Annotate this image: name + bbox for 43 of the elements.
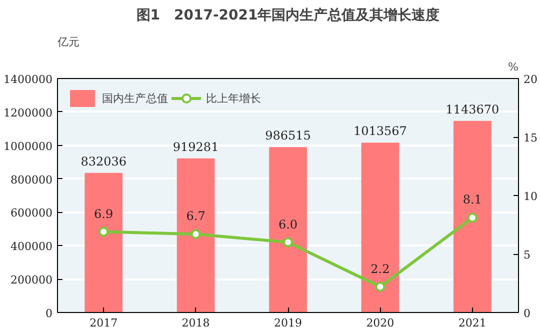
y-tick-label: 200000 [10,274,53,287]
data-label: 919281 [172,140,219,154]
data-label: 6.0 [278,217,298,232]
x-tick-label: 2018 [182,316,210,329]
y2-tick-label: 0 [524,307,530,320]
y-tick-label: 1000000 [4,140,53,153]
y2-tick-label: 10 [524,190,538,203]
legend-label: 比上年增长 [206,90,261,106]
data-label: 2.2 [370,262,390,276]
data-label: 6.7 [186,209,206,224]
y-tick-label: 1200000 [4,106,53,120]
chart-title: 图1 2017-2021年国内生产总值及其增长速度 [136,6,440,24]
bar [269,147,307,312]
point [375,282,386,292]
point [467,212,478,223]
point [283,237,293,248]
y2-tick-label: 5 [524,248,530,262]
x-tick-label: 2020 [366,316,394,329]
y-tick-label: 600000 [10,206,53,220]
x-tick-label: 2021 [458,316,486,329]
x-tick-label: 2017 [90,316,118,329]
legend-label: 国内生产总值 [102,90,168,106]
point [190,229,201,240]
bar [176,158,215,312]
y-tick-label: 400000 [10,240,53,254]
bar [453,120,492,312]
data-label: 1013567 [353,124,407,138]
y-tick-label: 800000 [10,173,53,186]
data-label: 832036 [80,154,127,168]
y-tick-label: 0 [46,307,52,320]
y2-tick-label: 20 [524,73,538,86]
data-label: 8.1 [462,192,482,207]
x-tick-label: 2019 [274,316,302,329]
bar [84,172,123,312]
data-label: 986515 [265,128,311,143]
data-label: 1143670 [446,102,500,116]
y2-axis-title: % [508,60,518,74]
bar [361,142,400,312]
y-axis-title: 亿元 [56,36,80,48]
data-label: 6.9 [94,206,114,221]
y2-tick-label: 15 [524,132,538,144]
point [98,226,109,237]
y-tick-label: 1400000 [4,73,53,86]
